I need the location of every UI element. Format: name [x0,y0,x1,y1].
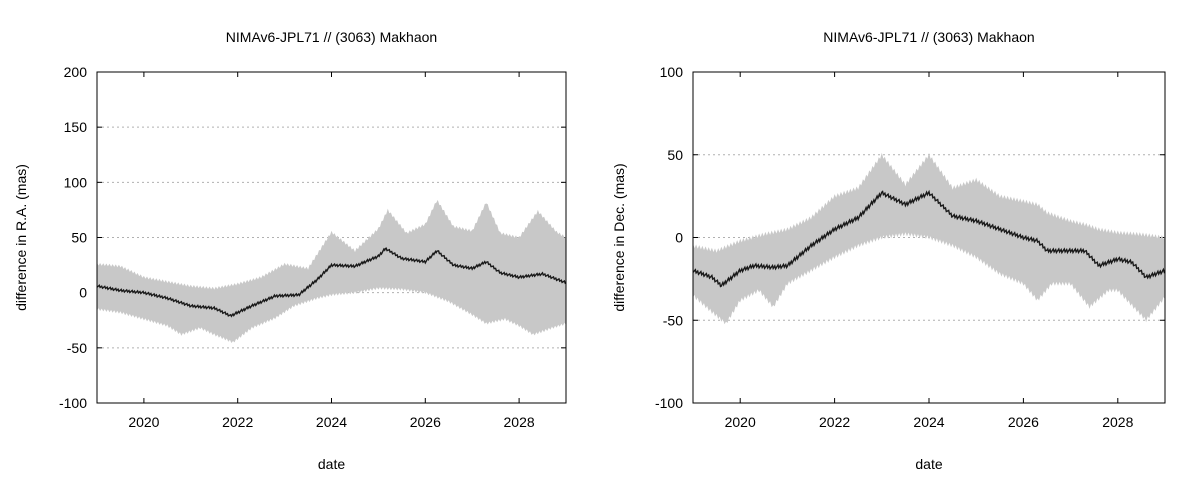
y-tick-label: -50 [663,312,683,328]
y-tick-label: 50 [71,230,87,246]
y-tick-label: -100 [59,395,87,411]
x-axis-label: date [318,456,345,472]
chart-title: NIMAv6-JPL71 // (3063) Makhaon [226,29,437,45]
x-tick-label: 2026 [1008,414,1039,430]
y-axis-label: difference in R.A. (mas) [13,164,29,311]
difference-line [96,247,567,318]
difference-line [692,189,1166,288]
x-tick-label: 2022 [222,414,253,430]
x-tick-label: 2024 [913,414,944,430]
y-tick-label: 50 [667,147,683,163]
y-tick-label: 200 [64,64,88,80]
y-axis-label: difference in Dec. (mas) [611,163,627,311]
y-tick-label: 100 [64,174,88,190]
x-tick-label: 2028 [504,414,535,430]
y-tick-label: 100 [660,64,684,80]
x-tick-label: 2024 [316,414,347,430]
x-tick-label: 2020 [128,414,159,430]
x-tick-label: 2022 [819,414,850,430]
y-tick-label: 0 [675,230,683,246]
y-tick-label: -100 [655,395,683,411]
y-tick-label: -50 [67,340,87,356]
uncertainty-band [97,199,566,343]
x-tick-label: 2020 [725,414,756,430]
chart-title: NIMAv6-JPL71 // (3063) Makhaon [823,29,1034,45]
y-tick-label: 150 [64,119,88,135]
dec-difference-chart: NIMAv6-JPL71 // (3063) Makhaon 100 50 0 -50 -… [611,29,1166,472]
x-tick-label: 2026 [410,414,441,430]
ra-difference-chart: NIMAv6-JPL71 // (3063) Makhaon 200 150 100 5… [13,29,567,472]
y-tick-label: 0 [79,285,87,301]
x-tick-label: 2028 [1102,414,1133,430]
uncertainty-band [693,152,1165,325]
x-axis-label: date [915,456,942,472]
